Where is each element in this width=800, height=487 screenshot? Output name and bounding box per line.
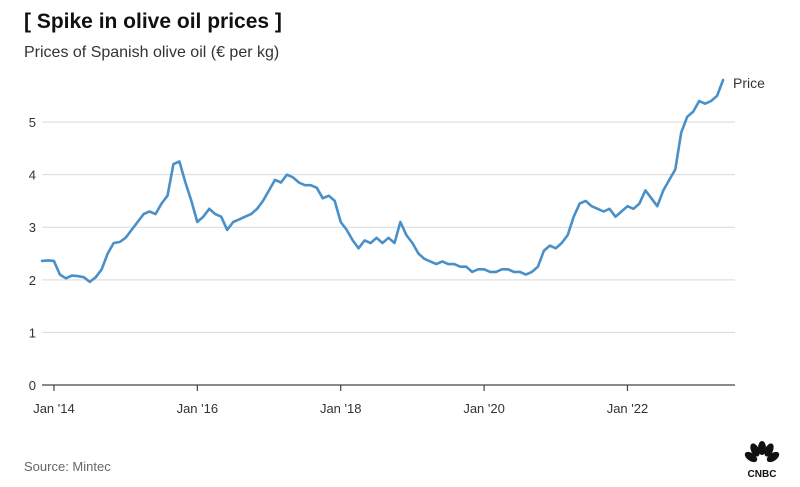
x-tick-label: Jan '18 <box>320 401 362 416</box>
chart-title: [ Spike in olive oil prices ] <box>24 10 282 33</box>
y-tick-label: 3 <box>29 220 36 235</box>
y-tick-label: 4 <box>29 168 36 183</box>
y-tick-label: 0 <box>29 378 36 393</box>
y-tick-label: 5 <box>29 115 36 130</box>
x-tick-label: Jan '22 <box>607 401 649 416</box>
series-label-price: Price <box>733 75 765 91</box>
y-tick-label: 1 <box>29 325 36 340</box>
x-tick-label: Jan '20 <box>463 401 505 416</box>
source-note: Source: Mintec <box>24 459 111 474</box>
y-tick-label: 2 <box>29 273 36 288</box>
x-tick-label: Jan '14 <box>33 401 75 416</box>
series-line-price <box>40 78 725 284</box>
x-tick-label: Jan '16 <box>177 401 219 416</box>
chart-subtitle: Prices of Spanish olive oil (€ per kg) <box>24 44 280 61</box>
svg-text:CNBC: CNBC <box>748 469 777 480</box>
cnbc-logo: CNBC <box>742 440 782 480</box>
